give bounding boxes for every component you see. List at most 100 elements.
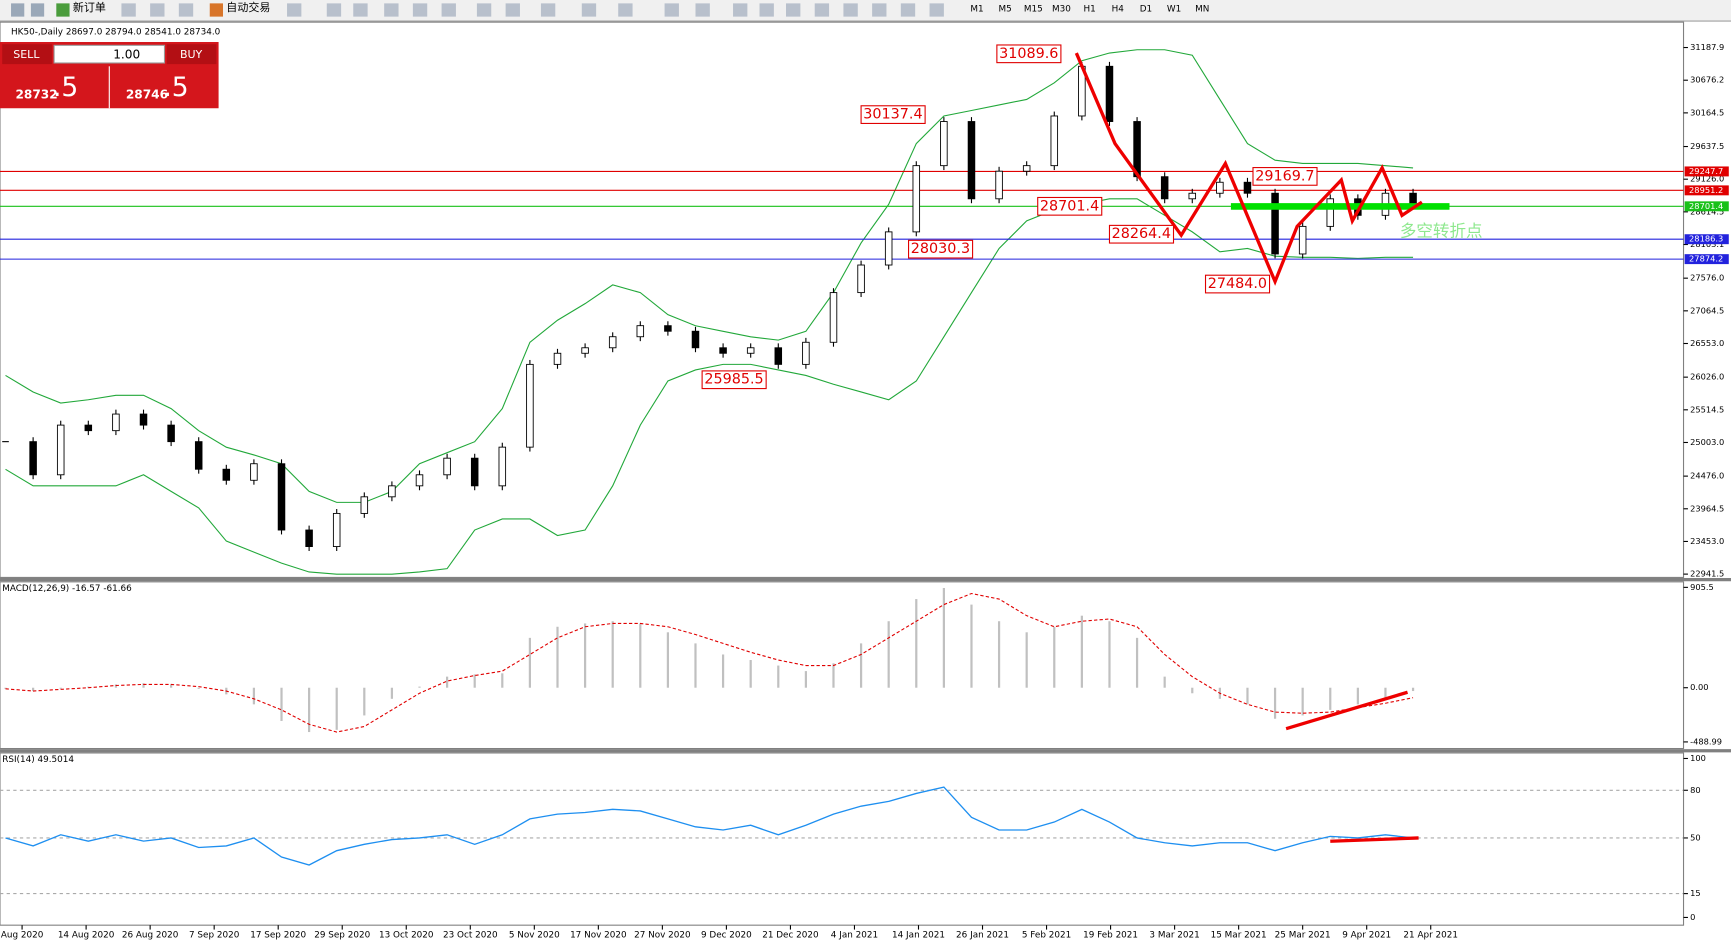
macd-bar <box>445 676 449 688</box>
ask-price[interactable]: 28746 <box>126 87 168 101</box>
price-level-tag <box>1684 166 1729 177</box>
sell-button[interactable] <box>2 44 52 65</box>
toolbar-icon[interactable] <box>412 3 428 17</box>
toolbar-icon[interactable] <box>56 3 70 17</box>
macd-panel <box>0 581 1685 750</box>
toolbar-icon[interactable] <box>11 3 25 17</box>
timeframe-button[interactable]: M5 <box>999 4 1012 14</box>
toolbar-icon[interactable] <box>30 3 45 17</box>
annotation-note: 多空转折点 <box>1400 221 1483 240</box>
toolbar <box>0 0 1731 22</box>
macd-bar <box>308 687 311 733</box>
macd-bar <box>997 621 1001 688</box>
toolbar-button[interactable]: 自动交易 <box>226 0 270 14</box>
x-tick-label: 21 Dec 2020 <box>762 931 819 941</box>
macd-bar <box>1301 687 1304 716</box>
buy-button[interactable] <box>166 44 217 65</box>
x-tick-label: 9 Dec 2020 <box>701 931 752 941</box>
candle <box>802 341 810 365</box>
toolbar-icon[interactable] <box>287 3 302 17</box>
macd-bar <box>4 687 7 689</box>
macd-bar <box>197 687 200 689</box>
timeframe-button[interactable]: M30 <box>1052 4 1071 14</box>
candle <box>967 121 976 200</box>
candle <box>1105 65 1114 122</box>
x-tick-label: 14 Jan 2021 <box>892 931 945 941</box>
bid-price[interactable]: 28732 <box>15 87 57 101</box>
macd-bar <box>721 654 725 688</box>
price-annotation: 31089.6 <box>999 46 1058 62</box>
timeframe-button[interactable]: H1 <box>1083 4 1095 14</box>
macd-bar <box>114 684 118 688</box>
y-tick-label: 25514.5 <box>1690 404 1724 414</box>
y-tick-label: 50 <box>1690 832 1701 842</box>
macd-bar <box>611 621 614 688</box>
rsi-line <box>5 786 1414 866</box>
candle <box>1326 198 1335 227</box>
timeframe-button[interactable]: M1 <box>970 4 983 14</box>
x-tick-label: 5 Feb 2021 <box>1022 931 1071 941</box>
candle <box>553 352 562 365</box>
toolbar-icon[interactable] <box>733 3 748 17</box>
candle <box>84 424 93 432</box>
toolbar-icon[interactable] <box>150 3 165 17</box>
toolbar-icon[interactable] <box>121 3 136 17</box>
timeframe-button[interactable]: MN <box>1195 4 1209 14</box>
y-tick-label: 80 <box>1690 785 1701 795</box>
toolbar-icon[interactable] <box>326 3 342 17</box>
toolbar-icon[interactable] <box>540 3 556 17</box>
x-tick-label: 29 Sep 2020 <box>314 931 370 941</box>
y-tick-label: 27576.0 <box>1690 273 1724 283</box>
macd-bar <box>252 687 256 705</box>
toolbar-icon[interactable] <box>353 3 368 17</box>
candle <box>112 413 120 432</box>
macd-bar <box>473 674 476 688</box>
toolbar-button[interactable]: 新订单 <box>73 0 106 14</box>
macd-bar <box>280 687 283 721</box>
toolbar-icon[interactable] <box>786 3 801 17</box>
toolbar-icon[interactable] <box>384 3 399 17</box>
toolbar-icon[interactable] <box>814 3 830 17</box>
toolbar-icon[interactable] <box>618 3 633 17</box>
macd-bar <box>804 671 807 688</box>
price-level-label: 29247.7 <box>1689 166 1723 176</box>
x-tick-label: 13 Oct 2020 <box>379 931 434 941</box>
macd-bar <box>1163 676 1166 688</box>
toolbar-icon[interactable] <box>664 3 679 17</box>
y-tick-label: 30164.5 <box>1690 107 1724 117</box>
toolbar-icon[interactable] <box>505 3 520 17</box>
price-annotation-box <box>1108 224 1175 244</box>
y-tick-label: 26026.0 <box>1690 372 1724 382</box>
candle <box>443 457 451 476</box>
toolbar-icon[interactable] <box>929 3 944 17</box>
timeframe-button[interactable]: W1 <box>1167 4 1181 14</box>
toolbar-icon[interactable] <box>843 3 858 17</box>
timeframe-button[interactable]: M15 <box>1024 4 1043 14</box>
toolbar-icon[interactable] <box>209 3 223 17</box>
toolbar-icon[interactable] <box>476 3 492 17</box>
toolbar-icon[interactable] <box>581 3 597 17</box>
toolbar-icon[interactable] <box>695 3 710 17</box>
timeframe-button[interactable]: H4 <box>1112 4 1125 14</box>
candle <box>857 264 865 294</box>
macd-bar <box>418 686 421 688</box>
price-annotation-box <box>860 105 926 124</box>
x-tick-label: 21 Apr 2021 <box>1403 931 1458 941</box>
toolbar-icon[interactable] <box>178 3 194 17</box>
toolbar-icon[interactable] <box>441 3 456 17</box>
macd-bar <box>1384 687 1387 699</box>
macd-bar <box>832 663 835 688</box>
lot-input[interactable] <box>53 44 166 64</box>
macd-bar <box>639 623 642 688</box>
timeframe-button[interactable]: D1 <box>1140 4 1152 14</box>
candle <box>995 170 1003 200</box>
toolbar-icon[interactable] <box>872 3 887 17</box>
x-tick-label: 14 Aug 2020 <box>58 931 115 941</box>
toolbar-icon[interactable] <box>759 3 774 17</box>
macd-bar <box>501 673 504 688</box>
candle <box>940 121 948 167</box>
toolbar-icon[interactable] <box>900 3 916 17</box>
macd-bar <box>970 604 973 688</box>
candle <box>470 457 479 487</box>
macd-bar <box>666 632 669 688</box>
